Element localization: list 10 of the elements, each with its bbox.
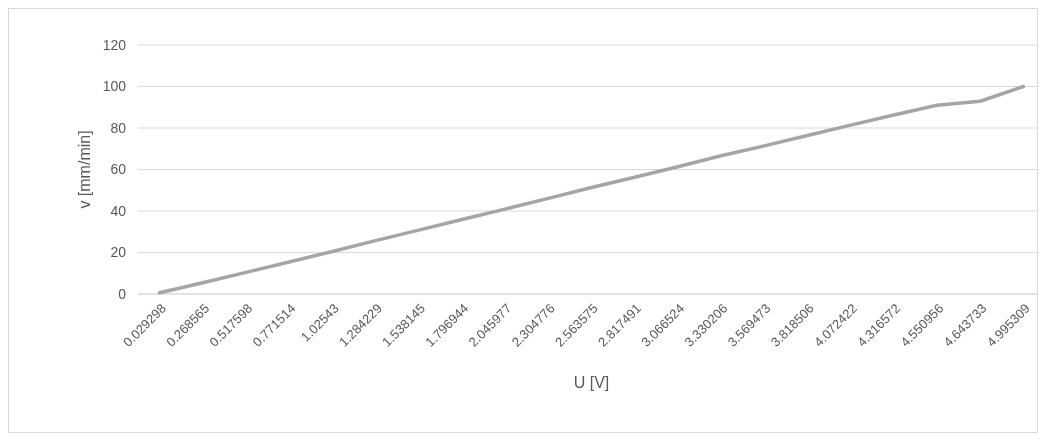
y-tick-label: 0 xyxy=(118,285,127,302)
y-tick-label: 100 xyxy=(102,78,127,95)
y-tick-label: 20 xyxy=(110,244,127,261)
y-tick-label: 120 xyxy=(102,36,127,53)
y-axis-title: v [mm/min] xyxy=(76,130,93,209)
y-tick-label: 80 xyxy=(110,119,127,136)
y-tick-label: 60 xyxy=(110,161,127,178)
x-axis-title: U [V] xyxy=(573,374,610,391)
y-tick-label: 40 xyxy=(110,202,127,219)
line-series xyxy=(157,84,1026,295)
